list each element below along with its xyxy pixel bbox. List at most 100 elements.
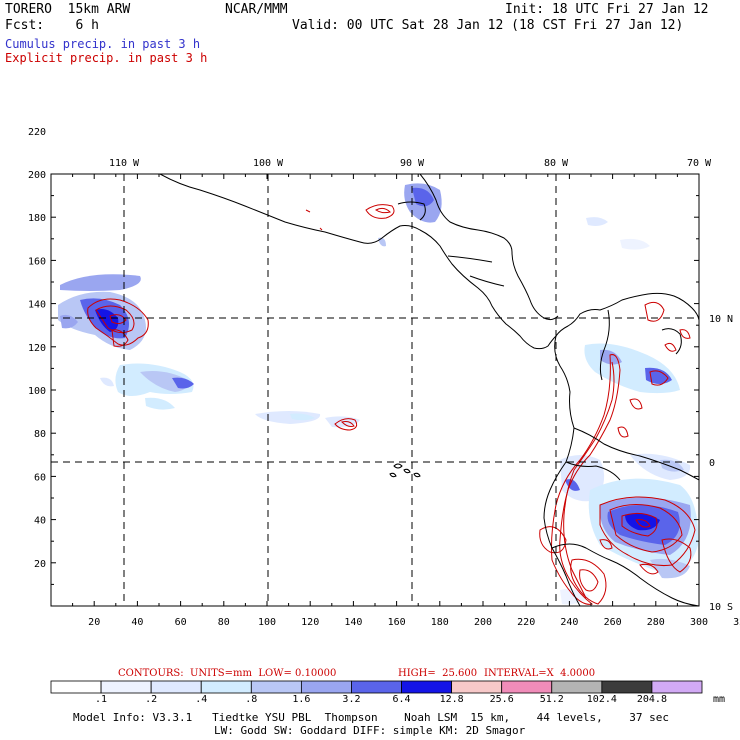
colorbar-label: 6.4 — [392, 694, 411, 705]
precip-contour — [563, 361, 615, 599]
precip-area — [584, 343, 680, 394]
colorbar-box — [100, 680, 152, 694]
precip-area — [600, 349, 622, 365]
explicit-precip-contours — [87, 204, 696, 605]
longitude-labels: 110 W 100 W 90 W 80 W 70 W — [109, 158, 712, 169]
y-tick-label: 180 — [28, 213, 46, 224]
caribbean-coast — [419, 174, 559, 321]
precip-area — [60, 274, 141, 291]
precip-area — [660, 459, 684, 472]
precip-contour — [599, 539, 613, 550]
precip-contour — [539, 526, 567, 554]
precip-area — [565, 479, 580, 491]
precip-contour — [365, 204, 395, 219]
x-tick-label: 60 — [175, 617, 187, 628]
lon-label: 80 W — [544, 158, 569, 169]
border — [661, 328, 682, 355]
lon-label: 110 W — [109, 158, 140, 169]
valid-time: Valid: 00 UTC Sat 28 Jan 12 (18 CST Fri … — [292, 18, 684, 33]
precip-contour — [621, 512, 658, 537]
x-tick-label: 220 — [517, 617, 535, 628]
precip-contour — [319, 227, 323, 231]
y-tick-label: 40 — [34, 516, 46, 527]
precip-contour — [629, 398, 643, 410]
x-tick-label: 240 — [560, 617, 578, 628]
border — [469, 275, 505, 287]
precip-contour — [664, 342, 677, 352]
x-tick-label: 20 — [88, 617, 100, 628]
y-tick-label: 140 — [28, 300, 46, 311]
precip-contour — [617, 426, 629, 438]
x-tick-label: 100 — [258, 617, 276, 628]
y-tick-label: 80 — [34, 429, 46, 440]
x-axis-ticks: 20 40 60 80 100 120 140 160 180 200 220 240 260 280 30… — [72, 174, 740, 628]
colorbar-box — [351, 680, 402, 694]
colorbar-box — [200, 680, 252, 694]
model-info-line1: Model Info: V3.3.1 Tiedtke YSU PBL Thomp… — [73, 711, 670, 724]
colorbar-label: 51.2 — [539, 694, 564, 705]
precip-area — [145, 397, 175, 410]
precip-contour — [111, 329, 129, 347]
y-axis-ticks: 20 40 60 80 100 120 140 160 180 200 220 — [28, 127, 699, 585]
contour-interval-info: INTERVAL=X 4.0000 — [484, 668, 596, 679]
precip-contour — [341, 421, 355, 427]
precip-contour — [305, 209, 311, 213]
precip-contour — [570, 558, 607, 605]
lat-label: 10 S — [709, 602, 733, 613]
x-tick-label: 320 — [733, 617, 740, 628]
contour-high-info: HIGH= 25.600 — [398, 668, 478, 679]
x-tick-label: 80 — [218, 617, 230, 628]
precip-contour — [334, 418, 358, 431]
border — [565, 461, 621, 481]
y-tick-label: 120 — [28, 343, 46, 354]
x-tick-label: 200 — [474, 617, 492, 628]
colorbar-label: .2 — [145, 694, 158, 705]
precip-contour — [679, 329, 691, 339]
precip-contour — [661, 538, 692, 573]
y-tick-label: 20 — [34, 559, 46, 570]
lon-label: 70 W — [687, 158, 712, 169]
precip-contour — [639, 563, 659, 575]
contour-units-info: CONTOURS: UNITS=mm LOW= 0.10000 — [118, 668, 337, 679]
precip-area — [620, 238, 650, 250]
pacific-coast-central-america — [159, 174, 557, 350]
x-tick-label: 180 — [431, 617, 449, 628]
lon-label: 90 W — [400, 158, 425, 169]
y-tick-label: 100 — [28, 386, 46, 397]
org-label: NCAR/MMM — [225, 2, 288, 17]
x-tick-label: 140 — [344, 617, 362, 628]
colorbar-box — [501, 680, 553, 694]
south-america-west-coast — [543, 335, 581, 606]
model-title: TORERO 15km ARW — [5, 2, 131, 17]
x-tick-label: 280 — [647, 617, 665, 628]
galapagos-island — [393, 463, 403, 469]
south-america-north-coast — [555, 292, 699, 337]
precip-area — [290, 413, 315, 421]
y-tick-label: 160 — [28, 256, 46, 267]
border — [573, 427, 699, 481]
colorbar-label: 204.8 — [636, 694, 667, 705]
precip-area — [172, 377, 194, 389]
x-tick-label: 120 — [301, 617, 319, 628]
precip-contour — [87, 298, 149, 346]
colorbar-box — [300, 680, 352, 694]
precip-contour — [609, 504, 683, 553]
y-tick-label: 220 — [28, 127, 46, 138]
precip-contour — [644, 301, 665, 322]
border — [397, 201, 426, 221]
colorbar-label: 1.6 — [292, 694, 311, 705]
colorbar-label: .4 — [195, 694, 208, 705]
model-info-line2: LW: Godd SW: Goddard DIFF: simple KM: 2D… — [214, 724, 526, 737]
y-tick-label: 60 — [34, 472, 46, 483]
precip-contour — [109, 314, 127, 325]
legend-explicit: Explicit precip. in past 3 h — [5, 51, 208, 65]
precip-area — [630, 453, 691, 480]
legend-cumulus: Cumulus precip. in past 3 h — [5, 37, 201, 51]
colorbar-label: 3.2 — [342, 694, 361, 705]
galapagos-island — [413, 472, 421, 478]
lat-lon-grid — [51, 174, 699, 606]
colorbar-label: 12.8 — [439, 694, 464, 705]
precip-area — [650, 558, 690, 579]
colorbar-box — [451, 680, 503, 694]
precip-contour — [95, 305, 135, 334]
